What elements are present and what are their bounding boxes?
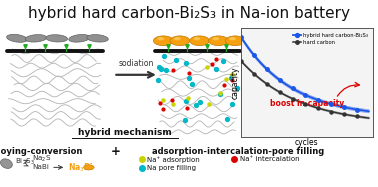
Ellipse shape xyxy=(7,34,27,42)
Circle shape xyxy=(229,37,236,40)
Text: NaBi: NaBi xyxy=(32,164,49,170)
Text: sodiation: sodiation xyxy=(118,59,154,68)
Circle shape xyxy=(174,37,181,40)
Circle shape xyxy=(190,36,209,46)
Text: Na pore filling: Na pore filling xyxy=(147,165,197,171)
Text: Na$_3$Bi: Na$_3$Bi xyxy=(68,161,93,174)
Y-axis label: capacity: capacity xyxy=(231,66,240,99)
Circle shape xyxy=(84,165,94,170)
Text: boost in capacity: boost in capacity xyxy=(270,99,344,108)
Ellipse shape xyxy=(87,35,108,42)
Text: Bi$_2$S$_3$: Bi$_2$S$_3$ xyxy=(15,157,35,167)
Circle shape xyxy=(212,37,219,40)
Text: Na⁺ intercalation: Na⁺ intercalation xyxy=(240,156,300,162)
Circle shape xyxy=(153,36,173,46)
Ellipse shape xyxy=(69,35,90,42)
Text: Na⁺ adsorption: Na⁺ adsorption xyxy=(147,156,200,163)
Text: Na$_2$S: Na$_2$S xyxy=(32,154,52,164)
Text: hybrid hard carbon-Bi₂S₃ in Na-ion battery: hybrid hard carbon-Bi₂S₃ in Na-ion batte… xyxy=(28,6,350,21)
X-axis label: cycles: cycles xyxy=(295,138,319,147)
Circle shape xyxy=(157,37,164,40)
Legend: hybrid hard carbon-Bi₂S₃, hard carbon: hybrid hard carbon-Bi₂S₃, hard carbon xyxy=(291,31,370,47)
Text: hybrid mechanism: hybrid mechanism xyxy=(78,128,172,137)
Ellipse shape xyxy=(25,35,46,42)
Text: alloying-conversion: alloying-conversion xyxy=(0,147,83,156)
Ellipse shape xyxy=(46,35,68,42)
Circle shape xyxy=(194,37,200,40)
Ellipse shape xyxy=(0,159,12,168)
Circle shape xyxy=(225,36,245,46)
Text: adsorption-intercalation-pore filling: adsorption-intercalation-pore filling xyxy=(152,147,324,156)
Circle shape xyxy=(209,36,228,46)
Circle shape xyxy=(170,36,190,46)
Text: +: + xyxy=(110,145,120,158)
